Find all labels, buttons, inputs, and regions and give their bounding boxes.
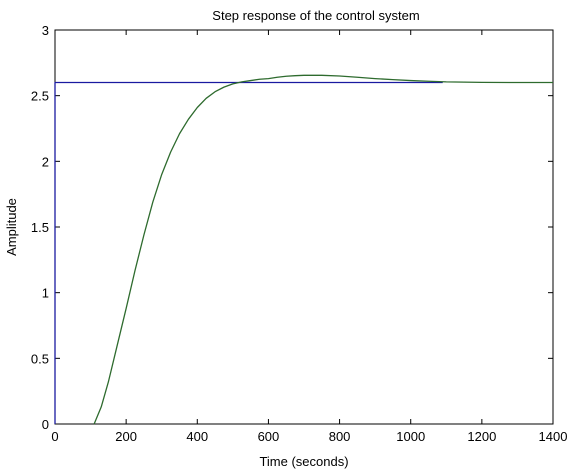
y-tick-label: 3 [42,23,49,38]
x-axis-title: Time (seconds) [259,454,348,469]
y-tick-label: 1 [42,286,49,301]
y-axis-title: Amplitude [4,198,19,256]
y-tick-label: 0 [42,417,49,432]
x-tick-label: 600 [258,429,280,444]
x-tick-label: 1200 [467,429,496,444]
x-tick-label: 800 [329,429,351,444]
x-tick-label: 200 [115,429,137,444]
y-tick-label: 2 [42,154,49,169]
x-tick-label: 0 [51,429,58,444]
y-tick-label: 0.5 [31,351,49,366]
chart-title: Step response of the control system [212,8,419,23]
y-axis-ticks: 0 0.5 1 1.5 2 2.5 3 [31,23,553,432]
series-line-reference [54,81,443,424]
x-tick-label: 1400 [539,429,568,444]
series-group [54,74,553,425]
x-tick-label: 1000 [396,429,425,444]
x-tick-label: 400 [186,429,208,444]
series-line-response [93,74,553,425]
y-tick-label: 2.5 [31,89,49,104]
x-axis-ticks: 0 200 400 600 800 1000 1200 1400 [51,30,567,444]
plot-area [54,29,554,425]
y-tick-label: 1.5 [31,220,49,235]
